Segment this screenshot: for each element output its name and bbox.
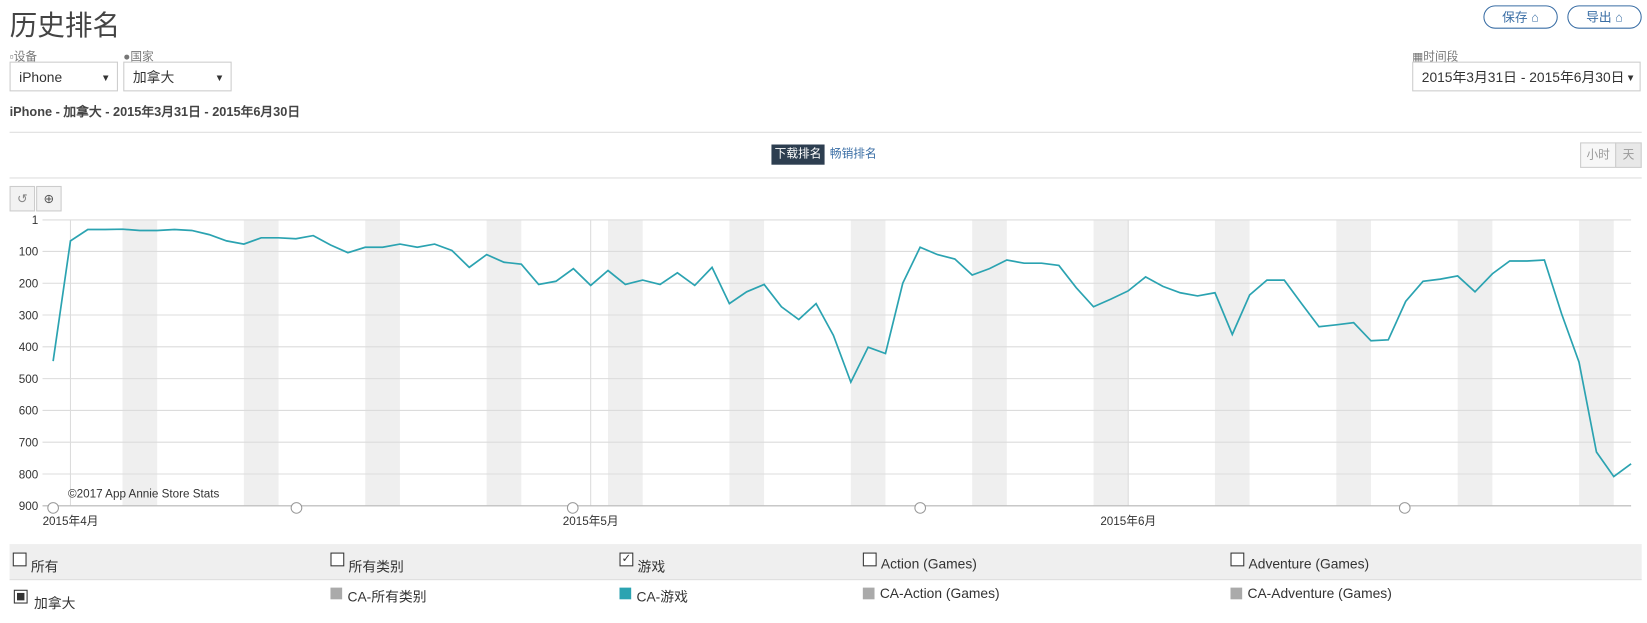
filter-label: Action (Games) [880, 555, 977, 572]
export-button[interactable]: 导出 ⌂ [1567, 5, 1642, 29]
country-label-text: 国家 [130, 51, 154, 64]
y-tick-label: 600 [19, 405, 39, 418]
page-title: 历史排名 [9, 9, 121, 42]
save-label: 保存 [1502, 9, 1528, 25]
legend-swatch [619, 587, 632, 600]
device-value: iPhone [19, 69, 63, 86]
weekend-band [1457, 219, 1493, 506]
y-tick-label: 900 [19, 500, 39, 513]
checkbox-fill [17, 592, 25, 601]
granularity-hour[interactable]: 小时 [1580, 142, 1617, 168]
weekend-band [1579, 219, 1614, 506]
weekend-band [608, 219, 643, 506]
weekend-band [365, 219, 400, 506]
device-select[interactable]: iPhone ▼ [9, 61, 118, 92]
filter-label: 所有类别 [348, 558, 404, 575]
legend-entry[interactable]: CA-Action (Games) [879, 585, 1000, 602]
period-label: ▦时间段 [1412, 51, 1459, 64]
legend-filter-row [9, 544, 1642, 580]
legend-entry[interactable]: CA-游戏 [636, 588, 688, 605]
device-label-text: 设备 [13, 51, 38, 64]
zoom[interactable]: ⊕ [36, 185, 62, 212]
filter-label: Adventure (Games) [1248, 555, 1370, 572]
tab-downloads[interactable]: 下载排名 [771, 144, 825, 165]
filter-checkbox[interactable] [330, 552, 345, 567]
y-tick-label: 300 [19, 309, 39, 322]
chart: ©2017 App Annie Store Stats 1 100 200 300 40… [19, 214, 1632, 528]
legend-divider [9, 579, 1642, 581]
y-tick-label: 200 [19, 277, 39, 290]
export-label: 导出 [1586, 9, 1612, 25]
annotation-markers [47, 502, 1411, 514]
legend-swatch [1230, 587, 1243, 600]
y-tick-label: 1 [32, 214, 38, 227]
divider [9, 177, 1642, 179]
weekend-band [850, 219, 886, 506]
period-value: 2015年3月31日 - 2015年6月30日 [1421, 69, 1625, 86]
weekend-band [122, 219, 158, 506]
filter-checkbox[interactable] [1230, 552, 1245, 567]
tab-grossing[interactable]: 畅销排名 [829, 147, 877, 161]
weekend-band [1093, 219, 1129, 506]
filter-checkbox[interactable] [862, 552, 877, 567]
x-tick-label: 2015年5月 [563, 514, 619, 528]
y-tick-label: 100 [19, 246, 39, 259]
device-label: ▫设备 [9, 51, 38, 64]
country-select[interactable]: 加拿大 ▼ [123, 61, 232, 92]
weekend-band [972, 219, 1007, 506]
filter-label: 所有 [30, 558, 59, 575]
copyright: ©2017 App Annie Store Stats [68, 487, 220, 500]
y-tick-label: 500 [19, 373, 39, 386]
country-label: ●国家 [123, 51, 154, 64]
period-label-text: 时间段 [1423, 51, 1459, 64]
period-select[interactable]: 2015年3月31日 - 2015年6月30日 ▼ [1412, 61, 1641, 92]
x-tick-label: 2015年4月 [43, 514, 99, 528]
country-checkbox[interactable] [13, 589, 28, 604]
weekend-band [243, 219, 279, 506]
x-tick-label: 2015年6月 [1100, 514, 1156, 528]
reset-zoom[interactable]: ↺ [9, 185, 36, 212]
y-tick-label: 700 [19, 436, 39, 449]
weekend-band [729, 219, 765, 506]
legend-entry[interactable]: CA-所有类别 [347, 588, 427, 605]
weekend-band [486, 219, 522, 506]
legend-swatch [862, 587, 875, 600]
save-button[interactable]: 保存 ⌂ [1483, 5, 1558, 29]
legend-swatch [330, 587, 343, 600]
summary: iPhone - 加拿大 - 2015年3月31日 - 2015年6月30日 [9, 104, 301, 120]
weekend-band [1336, 219, 1371, 506]
granularity-day[interactable]: 天 [1615, 142, 1642, 168]
series-line [52, 228, 1632, 478]
weekend-band [1214, 219, 1250, 506]
divider [9, 131, 1642, 133]
y-tick-label: 800 [19, 468, 39, 481]
country-label: 加拿大 [34, 595, 76, 611]
legend-entry[interactable]: CA-Adventure (Games) [1247, 585, 1392, 602]
filter-checkbox[interactable] [12, 552, 27, 567]
y-tick-label: 400 [19, 341, 39, 354]
country-value: 加拿大 [132, 69, 175, 86]
filter-checkbox[interactable]: ✓ [619, 552, 634, 567]
filter-label: 游戏 [637, 558, 666, 575]
